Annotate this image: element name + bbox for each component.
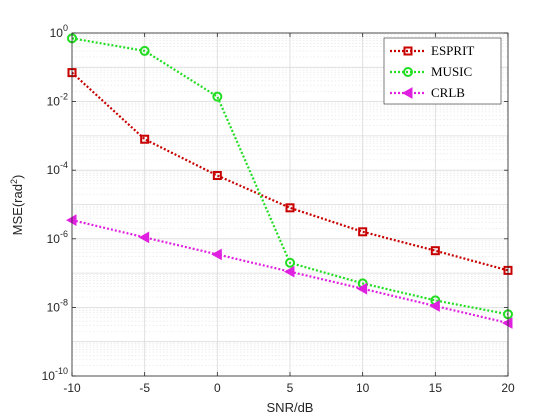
- x-tick-label: -5: [139, 381, 150, 395]
- data-point-esprit: [285, 203, 295, 213]
- y-tick-label: 10-8: [47, 297, 68, 314]
- data-point-esprit: [358, 227, 368, 237]
- data-point-crlb: [211, 248, 222, 261]
- data-point-esprit: [212, 171, 222, 181]
- data-point-music: [212, 91, 223, 102]
- data-point-crlb: [429, 300, 440, 312]
- legend-marker-music: [403, 67, 413, 77]
- plot-area: [65, 33, 513, 329]
- axes: -10 -5 0 5 10 15 20 100 10-2 10-4 10-6 10-8 10-10: [42, 23, 515, 395]
- y-tick-label: 100: [50, 23, 68, 40]
- legend-marker-crlb: [401, 87, 413, 99]
- x-tick-label: 10: [356, 381, 370, 395]
- y-tick-label: 10-4: [47, 160, 68, 177]
- x-tick-label: 20: [501, 381, 515, 395]
- x-tick-label: 0: [214, 381, 221, 395]
- y-tick-label: 10-10: [42, 366, 68, 383]
- data-point-music: [139, 45, 150, 56]
- x-tick-label: 5: [287, 381, 294, 395]
- data-point-crlb: [501, 317, 513, 329]
- data-point-crlb: [65, 214, 77, 226]
- y-tick-label: 10-2: [47, 92, 68, 109]
- data-point-crlb: [138, 231, 150, 244]
- series-line-music: [71, 37, 509, 316]
- data-point-esprit: [430, 246, 440, 256]
- data-point-music: [285, 257, 295, 268]
- legend-label-music: MUSIC: [431, 64, 472, 79]
- x-axis-label: SNR/dB: [267, 400, 314, 415]
- x-tick-label: 15: [429, 381, 443, 395]
- legend-label-esprit: ESPRIT: [431, 43, 474, 58]
- y-tick-label: 10-6: [47, 229, 68, 246]
- legend-marker-esprit: [403, 46, 413, 56]
- data-point-crlb: [356, 282, 368, 295]
- data-point-crlb: [283, 265, 295, 278]
- data-point-esprit: [140, 134, 150, 144]
- x-tick-label: -10: [63, 381, 81, 395]
- y-axis-label: MSE(rad2): [9, 175, 25, 236]
- legend: ESPRIT MUSIC CRLB: [383, 37, 502, 105]
- legend-label-crlb: CRLB: [431, 85, 465, 100]
